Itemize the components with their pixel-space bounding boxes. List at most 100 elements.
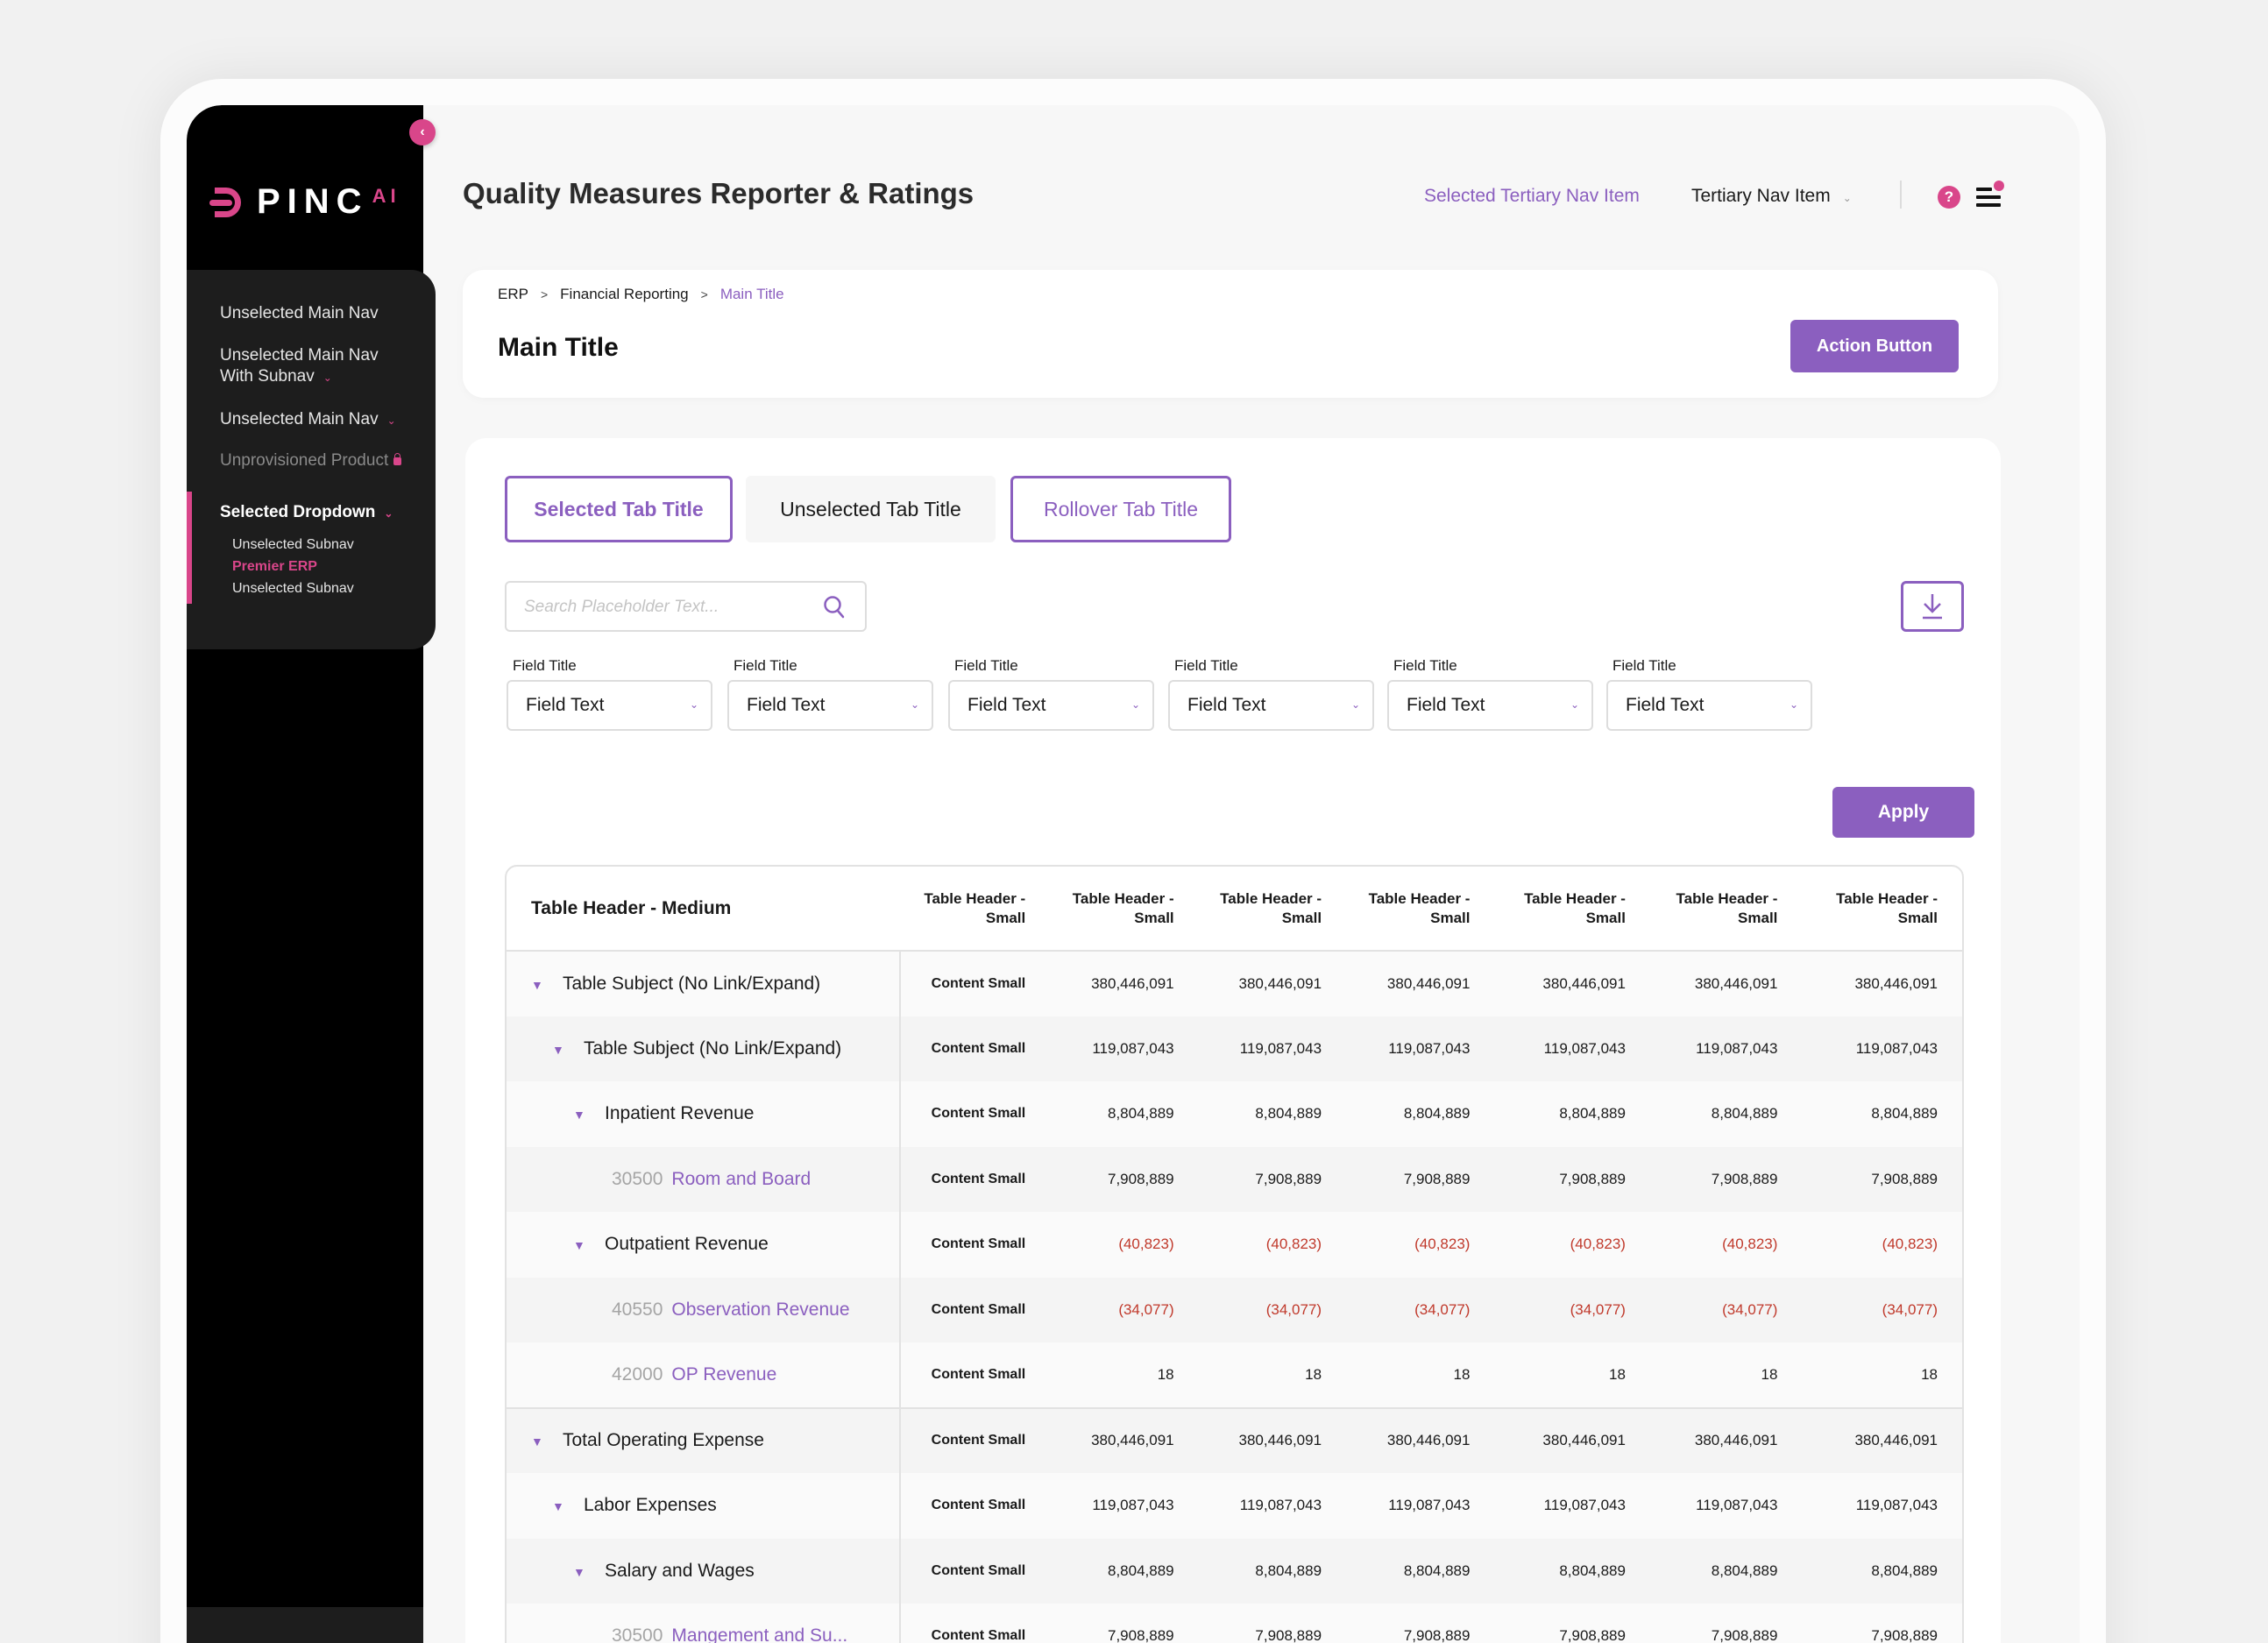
search-icon[interactable] <box>823 595 846 620</box>
caret-down-icon[interactable]: ▼ <box>531 977 543 992</box>
field-label: Field Title <box>1393 657 1457 674</box>
tab-unselected[interactable]: Unselected Tab Title <box>746 476 996 542</box>
table-row[interactable]: ▼ Salary and Wages Content Small 8,804,889 8… <box>507 1538 1962 1604</box>
value-cell: 7,908,889 <box>1050 1146 1199 1212</box>
column-header-small[interactable]: Table Header - Small <box>899 867 1051 952</box>
table-row[interactable]: ▼ Inpatient Revenue Content Small 8,804,889… <box>507 1081 1962 1147</box>
caret-down-icon[interactable]: ▼ <box>531 1434 543 1449</box>
value-cell: 18 <box>1050 1342 1199 1408</box>
value-cell: 380,446,091 <box>1494 951 1650 1016</box>
value-cell: 18 <box>1802 1342 1962 1408</box>
caret-down-icon[interactable]: ▼ <box>573 1238 585 1253</box>
row-link[interactable]: Observation Revenue <box>671 1299 850 1320</box>
field-value: Field Text <box>526 695 605 715</box>
chevron-down-icon: ⌄ <box>386 414 396 427</box>
table-row[interactable]: 40550 Observation Revenue Content Small (34… <box>507 1277 1962 1342</box>
filter-select-4[interactable]: Field Text ⌄ <box>1168 680 1374 731</box>
row-subject: ▼ Total Operating Expense <box>507 1406 901 1473</box>
content-cell: Content Small <box>899 1016 1051 1081</box>
filter-field-6: Field Title Field Text ⌄ <box>1606 657 1812 731</box>
sidebar-item-selected-dropdown[interactable]: Selected Dropdown ⌄ <box>220 502 393 524</box>
filter-field-2: Field Title Field Text ⌄ <box>727 657 933 731</box>
sidebar-item-label: Unselected Main Nav <box>220 410 379 428</box>
table-row[interactable]: ▼ Total Operating Expense Content Small 380… <box>507 1406 1962 1473</box>
content-cell: Content Small <box>899 1473 1051 1539</box>
filter-select-2[interactable]: Field Text ⌄ <box>727 680 933 731</box>
row-link[interactable]: OP Revenue <box>671 1363 777 1385</box>
field-label: Field Title <box>954 657 1018 674</box>
value-cell: 119,087,043 <box>1494 1473 1650 1539</box>
logo-text: PINC <box>257 182 369 221</box>
value-cell: 8,804,889 <box>1198 1538 1347 1604</box>
tab-rollover[interactable]: Rollover Tab Title <box>1010 476 1231 542</box>
apply-button[interactable]: Apply <box>1832 787 1974 838</box>
sidebar-item-main-nav-with-subnav[interactable]: Unselected Main Nav With Subnav ⌄ <box>220 345 379 388</box>
caret-down-icon[interactable]: ▼ <box>573 1564 585 1579</box>
row-label: Table Subject (No Link/Expand) <box>563 973 821 994</box>
subnav-item-3[interactable]: Unselected Subnav <box>232 581 354 596</box>
tab-selected[interactable]: Selected Tab Title <box>505 476 733 542</box>
column-header-small[interactable]: Table Header - Small <box>1494 867 1650 952</box>
value-cell: 8,804,889 <box>1198 1081 1347 1147</box>
sidebar-item-main-nav-2[interactable]: Unselected Main Nav ⌄ <box>220 409 396 431</box>
field-value: Field Text <box>967 695 1046 715</box>
column-header-medium[interactable]: Table Header - Medium <box>507 867 900 952</box>
breadcrumb-item-financial-reporting[interactable]: Financial Reporting <box>560 286 689 302</box>
tertiary-nav-selected[interactable]: Selected Tertiary Nav Item <box>1424 186 1640 206</box>
table-row[interactable]: 30500 Room and Board Content Small 7,908,88… <box>507 1146 1962 1212</box>
row-subject: ▼ Table Subject (No Link/Expand) <box>507 951 901 1016</box>
help-icon[interactable]: ? <box>1938 186 1960 209</box>
tertiary-nav-item[interactable]: Tertiary Nav Item ⌄ <box>1691 186 1852 207</box>
value-cell: 7,908,889 <box>1802 1604 1962 1643</box>
sidebar: PINC AI Unselected Main Nav Unselected M… <box>187 105 436 1643</box>
download-icon <box>1923 594 1942 620</box>
sidebar-item-main-nav-1[interactable]: Unselected Main Nav <box>220 303 379 324</box>
breadcrumb-separator-icon: > <box>540 287 549 301</box>
value-cell: 7,908,889 <box>1649 1604 1803 1643</box>
column-header-small[interactable]: Table Header - Small <box>1802 867 1962 952</box>
financial-table: Table Header - Medium Table Header - Smal… <box>507 867 1962 1643</box>
caret-down-icon[interactable]: ▼ <box>552 1499 564 1514</box>
column-header-small[interactable]: Table Header - Small <box>1050 867 1199 952</box>
value-cell: 7,908,889 <box>1198 1604 1347 1643</box>
menu-icon[interactable] <box>1976 181 2004 209</box>
field-value: Field Text <box>747 695 826 715</box>
subnav-item-1[interactable]: Unselected Subnav <box>232 537 354 552</box>
table-row[interactable]: 42000 OP Revenue Content Small 18 18 18 18 18 18 <box>507 1342 1962 1408</box>
value-cell: 380,446,091 <box>1802 951 1962 1016</box>
value-cell: 119,087,043 <box>1198 1016 1347 1081</box>
value-cell: 380,446,091 <box>1198 1406 1347 1473</box>
chevron-down-icon: ⌄ <box>384 507 393 520</box>
value-cell: 18 <box>1346 1342 1495 1408</box>
filter-select-3[interactable]: Field Text ⌄ <box>948 680 1154 731</box>
caret-down-icon[interactable]: ▼ <box>552 1042 564 1057</box>
row-link[interactable]: Room and Board <box>671 1168 812 1189</box>
action-button[interactable]: Action Button <box>1790 320 1959 372</box>
caret-down-icon[interactable]: ▼ <box>573 1108 585 1122</box>
filter-select-5[interactable]: Field Text ⌄ <box>1387 680 1593 731</box>
tertiary-nav-label: Tertiary Nav Item <box>1691 186 1831 206</box>
filter-select-6[interactable]: Field Text ⌄ <box>1606 680 1812 731</box>
value-cell: 119,087,043 <box>1198 1473 1347 1539</box>
column-header-small[interactable]: Table Header - Small <box>1346 867 1495 952</box>
table-row[interactable]: ▼ Labor Expenses Content Small 119,087,043 1… <box>507 1473 1962 1539</box>
row-subject: ▼ Outpatient Revenue <box>507 1212 901 1278</box>
column-header-small[interactable]: Table Header - Small <box>1198 867 1347 952</box>
table-row[interactable]: ▼ Table Subject (No Link/Expand) Content S… <box>507 951 1962 1016</box>
chevron-down-icon: ⌄ <box>1570 698 1579 711</box>
filter-select-1[interactable]: Field Text ⌄ <box>507 680 712 731</box>
notification-dot <box>1994 181 2004 191</box>
account-code: 42000 <box>612 1363 663 1385</box>
search-input[interactable] <box>524 595 804 620</box>
value-cell: 7,908,889 <box>1494 1604 1650 1643</box>
breadcrumb-item-erp[interactable]: ERP <box>498 286 528 302</box>
download-button[interactable] <box>1901 581 1964 632</box>
table-row[interactable]: ▼ Outpatient Revenue Content Small (40,823)… <box>507 1212 1962 1278</box>
table-row[interactable]: 30500 Mangement and Su... Content Small 7,9… <box>507 1604 1962 1643</box>
column-header-small[interactable]: Table Header - Small <box>1649 867 1803 952</box>
subnav-item-premier-erp[interactable]: Premier ERP <box>232 559 317 574</box>
collapse-sidebar-button[interactable]: ‹ <box>409 119 436 145</box>
row-link[interactable]: Mangement and Su... <box>671 1625 848 1643</box>
value-cell: (40,823) <box>1346 1212 1495 1278</box>
table-row[interactable]: ▼ Table Subject (No Link/Expand) Content S… <box>507 1016 1962 1081</box>
